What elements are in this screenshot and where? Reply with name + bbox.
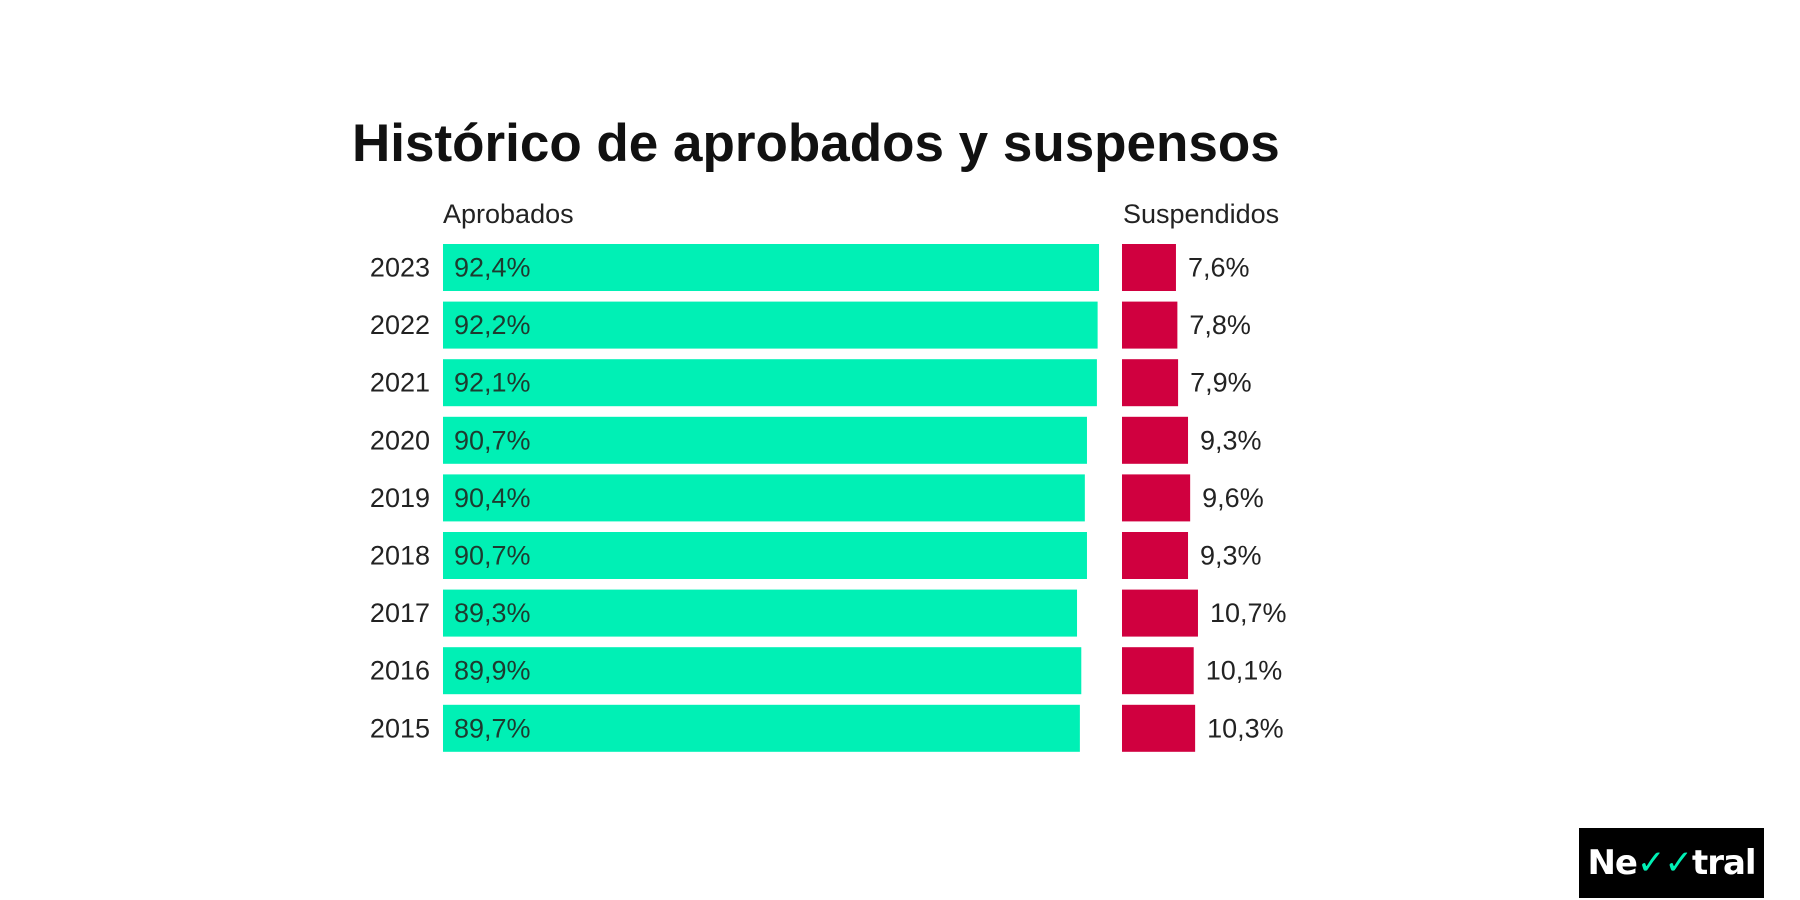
- failed-value-2015: 10,3%: [1207, 713, 1284, 743]
- approved-value-2021: 92,1%: [454, 368, 531, 398]
- failed-value-2023: 7,6%: [1188, 253, 1250, 283]
- failed-bar-2016: [1122, 647, 1194, 695]
- failed-column-header: Suspendidos: [1123, 199, 1280, 229]
- approved-value-2017: 89,3%: [454, 598, 531, 628]
- year-label-2020: 2020: [370, 425, 430, 455]
- failed-bar-2020: [1122, 416, 1189, 464]
- approved-bar-2015: [443, 704, 1080, 752]
- chart-title: Histórico de aprobados y suspensos: [352, 114, 1280, 173]
- year-label-2023: 2023: [370, 253, 430, 283]
- failed-bar-2021: [1122, 359, 1179, 407]
- approved-bar-2016: [443, 647, 1082, 695]
- failed-bar-2023: [1122, 244, 1176, 291]
- approved-value-2016: 89,9%: [454, 656, 531, 686]
- approved-bar-2019: [443, 474, 1085, 522]
- failed-value-2021: 7,9%: [1190, 368, 1252, 398]
- approved-value-2020: 90,7%: [454, 425, 531, 455]
- failed-bar-2022: [1122, 301, 1178, 349]
- failed-value-2019: 9,6%: [1202, 483, 1264, 513]
- approved-value-2018: 90,7%: [454, 541, 531, 571]
- year-label-2019: 2019: [370, 483, 430, 513]
- year-label-2015: 2015: [370, 713, 430, 743]
- approved-column-header: Aprobados: [443, 199, 574, 229]
- year-label-2022: 2022: [370, 310, 430, 340]
- approved-value-2015: 89,7%: [454, 713, 531, 743]
- year-label-2018: 2018: [370, 541, 430, 571]
- failed-value-2016: 10,1%: [1206, 656, 1283, 686]
- year-label-2016: 2016: [370, 656, 430, 686]
- approved-bar-2021: [443, 359, 1097, 407]
- approved-bar-2020: [443, 416, 1087, 464]
- logo-wordmark: Ne✓✓tral: [1587, 843, 1756, 883]
- approved-value-2019: 90,4%: [454, 483, 531, 513]
- failed-value-2022: 7,8%: [1189, 310, 1251, 340]
- failed-value-2017: 10,7%: [1210, 598, 1287, 628]
- approved-bar-2023: [443, 244, 1100, 291]
- failed-bar-2017: [1122, 589, 1198, 637]
- year-label-2017: 2017: [370, 598, 430, 628]
- double-check-icon: ✓✓: [1636, 843, 1693, 883]
- newtral-logo: Ne✓✓tral: [1579, 828, 1764, 898]
- failed-value-2018: 9,3%: [1200, 541, 1262, 571]
- failed-bar-2018: [1122, 532, 1189, 579]
- approved-value-2023: 92,4%: [454, 253, 531, 283]
- approved-value-2022: 92,2%: [454, 310, 531, 340]
- year-label-2021: 2021: [370, 368, 430, 398]
- failed-bar-2015: [1122, 704, 1196, 752]
- approved-bar-2018: [443, 532, 1087, 579]
- failed-bar-2019: [1122, 474, 1191, 522]
- failed-value-2020: 9,3%: [1200, 425, 1262, 455]
- approved-bar-2017: [443, 589, 1078, 637]
- approved-bar-2022: [443, 301, 1098, 349]
